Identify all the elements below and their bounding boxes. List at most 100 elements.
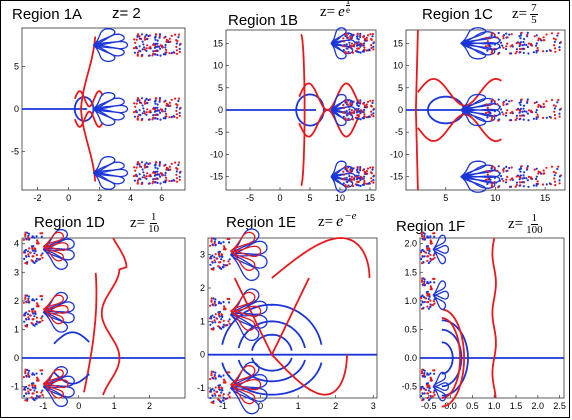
scatter-point bbox=[348, 175, 351, 178]
scatter-point bbox=[143, 36, 146, 39]
scatter-point bbox=[149, 109, 152, 112]
scatter-point bbox=[511, 110, 514, 113]
petal-loop bbox=[433, 382, 450, 392]
scatter-point bbox=[536, 46, 539, 50]
scatter-point bbox=[36, 377, 39, 380]
petal-loop bbox=[42, 383, 64, 399]
scatter-point bbox=[24, 368, 27, 371]
scatter-point bbox=[161, 174, 164, 177]
y-tick-label: 5 bbox=[398, 83, 403, 93]
scatter-point bbox=[177, 99, 180, 103]
scatter-point bbox=[372, 42, 375, 45]
scatter-point bbox=[359, 184, 362, 188]
scatter-point bbox=[165, 176, 168, 179]
scatter-point bbox=[496, 36, 499, 39]
petal-loop bbox=[92, 28, 116, 46]
scatter-point bbox=[158, 35, 161, 38]
scatter-point bbox=[211, 321, 214, 324]
scatter-point bbox=[518, 47, 522, 51]
scatter-point bbox=[210, 390, 213, 393]
scatter-point bbox=[220, 318, 223, 321]
scatter-point bbox=[167, 168, 170, 171]
scatter-point bbox=[172, 115, 175, 118]
scatter-point bbox=[31, 312, 35, 315]
scatter-point bbox=[421, 231, 424, 234]
scatter-point bbox=[213, 392, 216, 395]
scatter-point bbox=[146, 172, 149, 175]
scatter-point bbox=[498, 179, 501, 182]
blue-lobe bbox=[237, 320, 306, 349]
scatter-point bbox=[224, 308, 227, 311]
scatter-point bbox=[430, 286, 433, 289]
scatter-point bbox=[211, 303, 214, 306]
scatter-point bbox=[228, 262, 231, 265]
scatter-point bbox=[228, 395, 231, 399]
scatter-point bbox=[553, 180, 557, 183]
scatter-point bbox=[176, 180, 179, 183]
scatter-point bbox=[23, 312, 26, 315]
scatter-point bbox=[356, 47, 360, 50]
scatter-point bbox=[363, 179, 366, 183]
scatter-point bbox=[34, 397, 38, 400]
scatter-point bbox=[222, 301, 225, 304]
scatter-point bbox=[357, 117, 360, 120]
scatter-point bbox=[502, 113, 505, 116]
scatter-point bbox=[369, 99, 372, 102]
scatter-point bbox=[212, 237, 215, 240]
scatter-point bbox=[493, 176, 496, 179]
scatter-point bbox=[372, 175, 375, 178]
scatter-point bbox=[227, 374, 231, 377]
scatter-point bbox=[371, 35, 374, 38]
scatter-point bbox=[345, 36, 349, 39]
scatter-point bbox=[505, 165, 508, 168]
scatter-point bbox=[23, 314, 27, 317]
scatter-point bbox=[25, 392, 28, 395]
scatter-point bbox=[215, 257, 218, 260]
scatter-point bbox=[430, 379, 433, 382]
scatter-point bbox=[356, 114, 360, 117]
scatter-point bbox=[138, 165, 141, 168]
scatter-point bbox=[213, 375, 216, 378]
scatter-point bbox=[542, 102, 545, 106]
scatter-point bbox=[213, 373, 216, 377]
scatter-point bbox=[359, 101, 362, 104]
scatter-point bbox=[523, 176, 526, 179]
petal-loop bbox=[230, 373, 268, 389]
scatter-point bbox=[365, 170, 368, 173]
scatter-point bbox=[535, 167, 538, 170]
scatter-point bbox=[525, 110, 528, 113]
scatter-point bbox=[226, 297, 229, 301]
scatter-point bbox=[156, 109, 159, 112]
scatter-point bbox=[168, 101, 171, 104]
scatter-point bbox=[220, 387, 224, 390]
scatter-point bbox=[210, 237, 213, 240]
scatter-point bbox=[143, 164, 146, 167]
petal-loop bbox=[432, 280, 447, 296]
scatter-point bbox=[175, 173, 178, 176]
scatter-point bbox=[519, 107, 522, 110]
petal-loop bbox=[93, 97, 125, 110]
scatter-point bbox=[350, 45, 353, 48]
scatter-point bbox=[501, 177, 504, 180]
scatter-point bbox=[502, 170, 505, 173]
scatter-point bbox=[27, 234, 30, 237]
scatter-point bbox=[226, 237, 229, 241]
scatter-point bbox=[40, 298, 43, 301]
scatter-point bbox=[366, 34, 370, 37]
x-tick-label: 5 bbox=[307, 193, 312, 203]
scatter-point bbox=[217, 251, 220, 254]
scatter-point bbox=[527, 42, 530, 45]
scatter-point bbox=[41, 256, 44, 259]
scatter-point bbox=[147, 34, 150, 38]
scatter-point bbox=[175, 170, 178, 173]
scatter-point bbox=[177, 161, 181, 164]
scatter-point bbox=[41, 393, 44, 396]
scatter-point bbox=[40, 391, 43, 394]
scatter-point bbox=[175, 42, 178, 45]
scatter-point bbox=[134, 110, 137, 113]
scatter-point bbox=[514, 185, 517, 188]
scatter-point bbox=[430, 242, 433, 245]
scatter-point bbox=[485, 36, 488, 40]
scatter-point bbox=[363, 46, 366, 49]
